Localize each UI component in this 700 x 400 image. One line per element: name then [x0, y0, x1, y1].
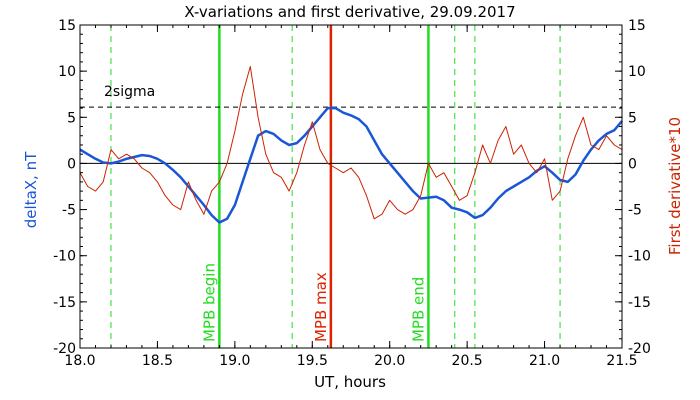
- y-tick-label-right: 10: [628, 64, 646, 80]
- x-axis-label: UT, hours: [314, 373, 386, 391]
- y-tick-label-left: 15: [58, 18, 76, 34]
- deltax-series-line: [79, 106, 623, 224]
- x-tick-label: 19.5: [297, 353, 328, 369]
- y-tick-label-right: -20: [628, 341, 651, 357]
- x-tick-label: 18.0: [64, 353, 95, 369]
- y-tick-label-left: -15: [53, 295, 76, 311]
- reference-lines: [80, 106, 622, 164]
- marker-label: MPB end: [409, 277, 427, 342]
- axis-ticks: 18.0 18.5 19.0 19.5 20.0 20.5 21.0 21.5-20 -20-1…: [53, 18, 651, 369]
- y-tick-label-left: -20: [53, 341, 76, 357]
- derivative-series-line: [79, 66, 623, 220]
- chart-title: X-variations and first derivative, 29.09…: [184, 3, 515, 21]
- x-tick-label: 19.0: [219, 353, 250, 369]
- x-tick-label: 21.5: [606, 353, 637, 369]
- y-tick-label-right: -15: [628, 295, 651, 311]
- y-tick-label-left: -5: [62, 203, 76, 219]
- marker-label: MPB begin: [200, 263, 218, 342]
- vertical-markers: MPB begin MPB max MPB end: [110, 25, 561, 348]
- y-tick-label-left: 10: [58, 64, 76, 80]
- x-tick-label: 20.5: [452, 353, 483, 369]
- y-tick-label-right: 5: [628, 110, 637, 126]
- x-tick-label: 20.0: [374, 353, 405, 369]
- y-tick-label-left: 0: [67, 156, 76, 172]
- marker-label: MPB max: [312, 272, 330, 342]
- y-tick-label-right: 15: [628, 18, 646, 34]
- y-tick-label-right: -5: [628, 203, 642, 219]
- y-tick-label-left: -10: [53, 249, 76, 265]
- threshold-label: 2sigma: [104, 84, 155, 100]
- y-tick-label-left: 5: [67, 110, 76, 126]
- x-tick-label: 21.0: [529, 353, 560, 369]
- plot-frame: [79, 24, 623, 349]
- y-axis-right-label: First derivative*10: [666, 117, 684, 255]
- y-tick-label-right: -10: [628, 249, 651, 265]
- y-axis-left-label: deltaX, nT: [22, 151, 40, 228]
- series-lines: [79, 66, 623, 224]
- x-tick-label: 18.5: [142, 353, 173, 369]
- y-tick-label-right: 0: [628, 156, 637, 172]
